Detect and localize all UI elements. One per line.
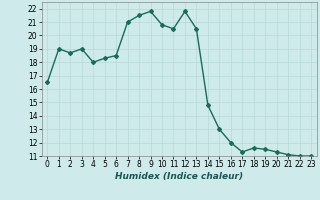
X-axis label: Humidex (Indice chaleur): Humidex (Indice chaleur) xyxy=(115,172,243,181)
